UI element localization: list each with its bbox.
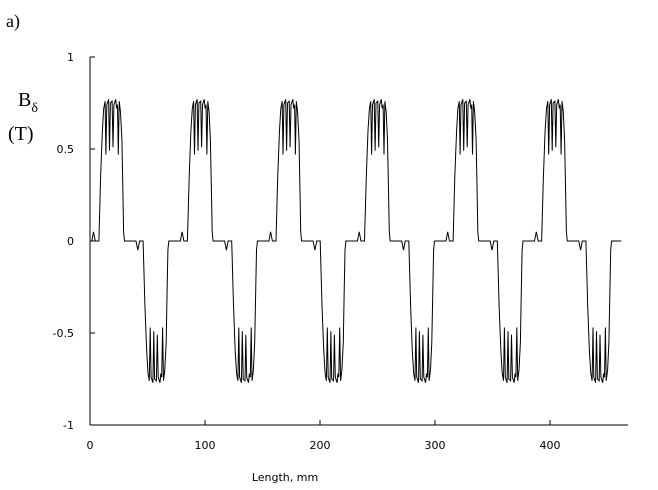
- y-axis-label: Bδ (T): [8, 89, 38, 145]
- y-axis-symbol: B: [18, 89, 31, 111]
- x-tick-label: 400: [540, 439, 561, 452]
- y-tick-label: -1: [63, 419, 74, 432]
- y-axis-subscript: δ: [31, 101, 38, 116]
- y-axis-unit: (T): [8, 123, 34, 145]
- x-tick-label: 200: [310, 439, 331, 452]
- x-tick-label: 100: [195, 439, 216, 452]
- y-tick-label: 0: [67, 235, 74, 248]
- x-tick-label: 0: [87, 439, 94, 452]
- series-line: [90, 99, 622, 383]
- y-ticks: 1 0.5 0 -0.5 -1: [53, 51, 95, 432]
- y-tick-label: 1: [67, 51, 74, 64]
- x-tick-label: 300: [425, 439, 446, 452]
- svg-text:Bδ: Bδ: [18, 89, 38, 116]
- panel-label: a): [6, 11, 20, 32]
- y-tick-label: -0.5: [53, 327, 74, 340]
- y-tick-label: 0.5: [57, 143, 75, 156]
- x-axis-label: Length, mm: [252, 471, 318, 484]
- x-ticks: 0 100 200 300 400: [87, 420, 561, 452]
